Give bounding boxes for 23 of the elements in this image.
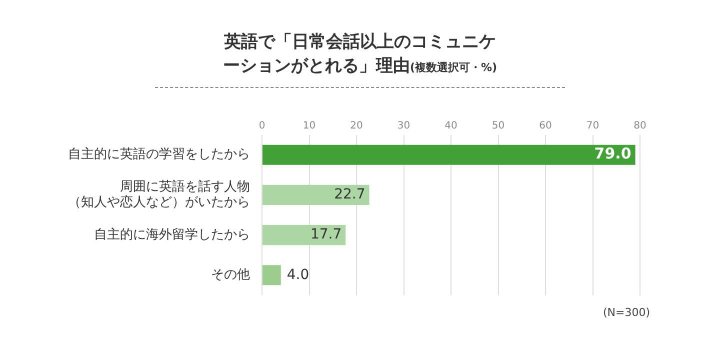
x-tick-label: 80 xyxy=(634,120,646,132)
chart-subtitle: (複数選択可・%) xyxy=(410,61,498,74)
x-tick-label: 30 xyxy=(397,120,410,132)
y-tick-label: 周囲に英語を話す人物（知人や恋人など）がいたから xyxy=(68,180,250,210)
x-tick-label: 50 xyxy=(492,120,505,132)
bar xyxy=(262,265,281,286)
y-tick-label: 自主的に海外留学したから xyxy=(94,226,250,242)
x-tick-label: 0 xyxy=(258,120,266,132)
x-tick-label: 10 xyxy=(302,120,316,132)
data-label: 79.0 xyxy=(594,144,632,163)
x-tick-label: 20 xyxy=(350,120,363,132)
data-label: 4.0 xyxy=(286,266,310,283)
x-tick-label: 70 xyxy=(586,120,600,132)
y-tick-label: 自主的に英語の学習をしたから xyxy=(68,146,250,162)
x-tick-label: 40 xyxy=(444,120,458,132)
y-tick-label: その他 xyxy=(211,268,250,283)
data-label: 22.7 xyxy=(334,186,366,203)
bar xyxy=(262,144,636,165)
bar xyxy=(262,225,346,246)
bar xyxy=(262,184,370,205)
data-label: 17.7 xyxy=(310,226,342,243)
x-tick-label: 60 xyxy=(539,120,552,132)
text: (N=300) xyxy=(602,306,650,319)
